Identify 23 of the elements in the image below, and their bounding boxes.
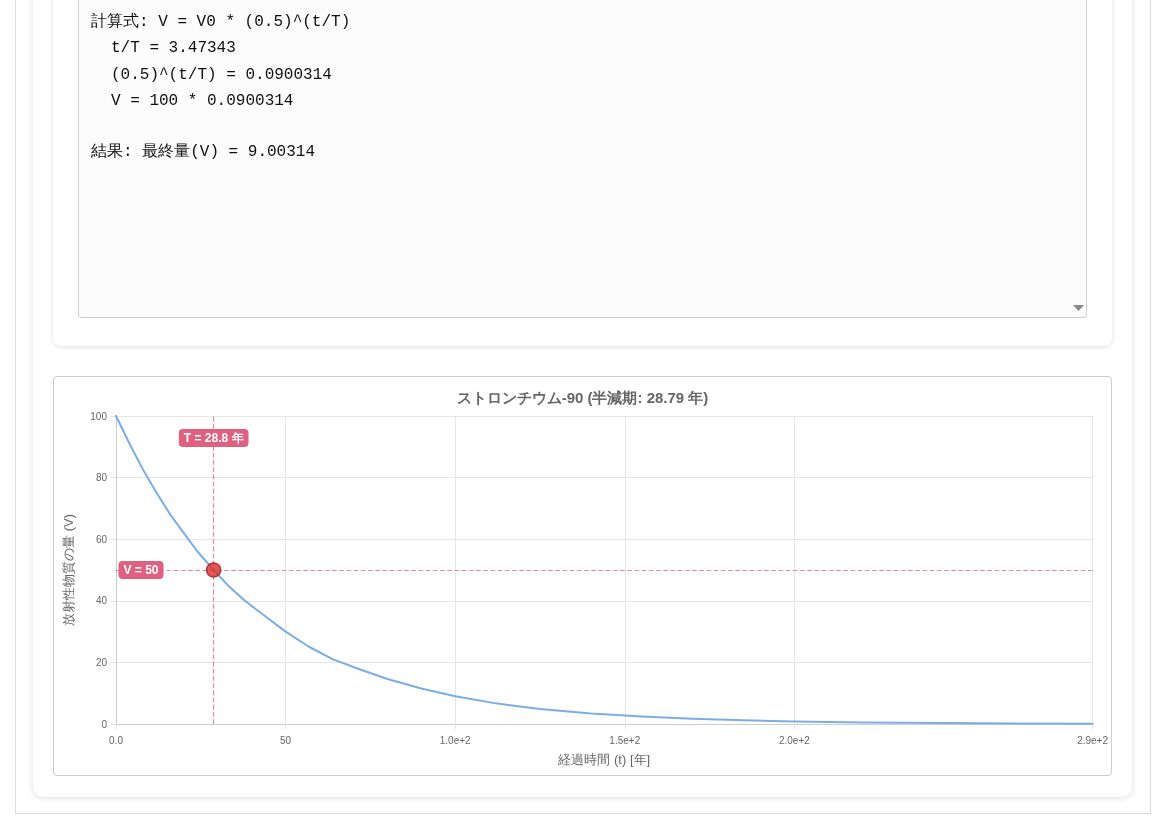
chart-title: ストロンチウム-90 (半減期: 28.79 年) [456,389,709,406]
y-tick-label: 0 [101,718,108,730]
text: 計算式: V = V0 * (0.5)^(t/T) [91,11,351,33]
y-tick-label: 40 [95,595,108,607]
text: V = 100 * 0.0900314 [110,91,294,113]
text: t/T = 3.47343 [110,38,236,60]
y-axis-title: 放射性物質の量 (V) [61,514,76,626]
x-tick-label: 50 [280,734,292,746]
y-tick-label: 80 [95,472,108,484]
text: 結果: 最終量(V) = 9.00314 [91,142,316,163]
y-tick-label: 100 [90,410,108,422]
x-tick-label: 1.5e+2 [609,734,641,746]
x-tick-label: 2.0e+2 [778,734,811,746]
text: (0.5)^(t/T) = 0.0900314 [110,64,332,86]
line-series [115,415,1094,725]
y-tick-label: 20 [95,656,108,668]
x-tick-label: 0.0 [109,734,124,746]
x-axis-title: 経過時間 (t) [年] [557,752,651,767]
ref-line-label: V = 50 [123,563,159,577]
ref-line-label: T = 28.8 年 [183,431,244,445]
x-tick-label: 1.0e+2 [439,734,472,746]
x-tick-label: 2.9e+2 [1077,734,1109,746]
y-tick-label: 60 [95,533,108,545]
